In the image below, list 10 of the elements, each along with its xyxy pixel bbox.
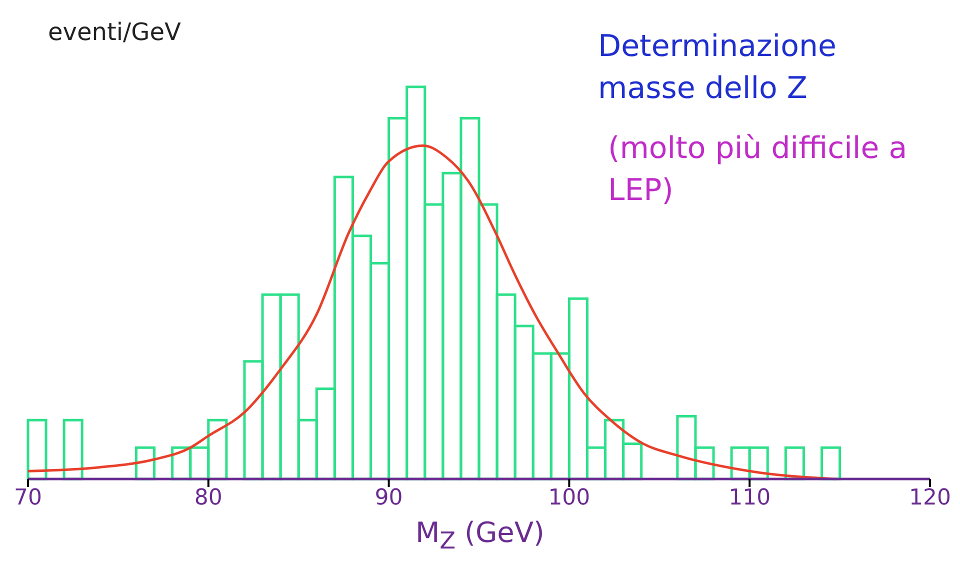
annotation: Determinazione masse dello Z <box>598 28 838 108</box>
annotation: (molto più difficile a LEP) <box>608 130 908 210</box>
x-tick-label: 70 <box>14 486 42 511</box>
y-axis-title: eventi/GeV <box>48 18 181 46</box>
x-tick-label: 120 <box>909 486 951 511</box>
x-axis-title: M$_{Z}$ (GeV) <box>414 516 546 555</box>
x-tick-label: 80 <box>194 486 222 511</box>
x-tick-label: 110 <box>728 486 771 511</box>
x-tick-label: 100 <box>548 486 590 511</box>
x-tick-label: 90 <box>374 486 403 511</box>
